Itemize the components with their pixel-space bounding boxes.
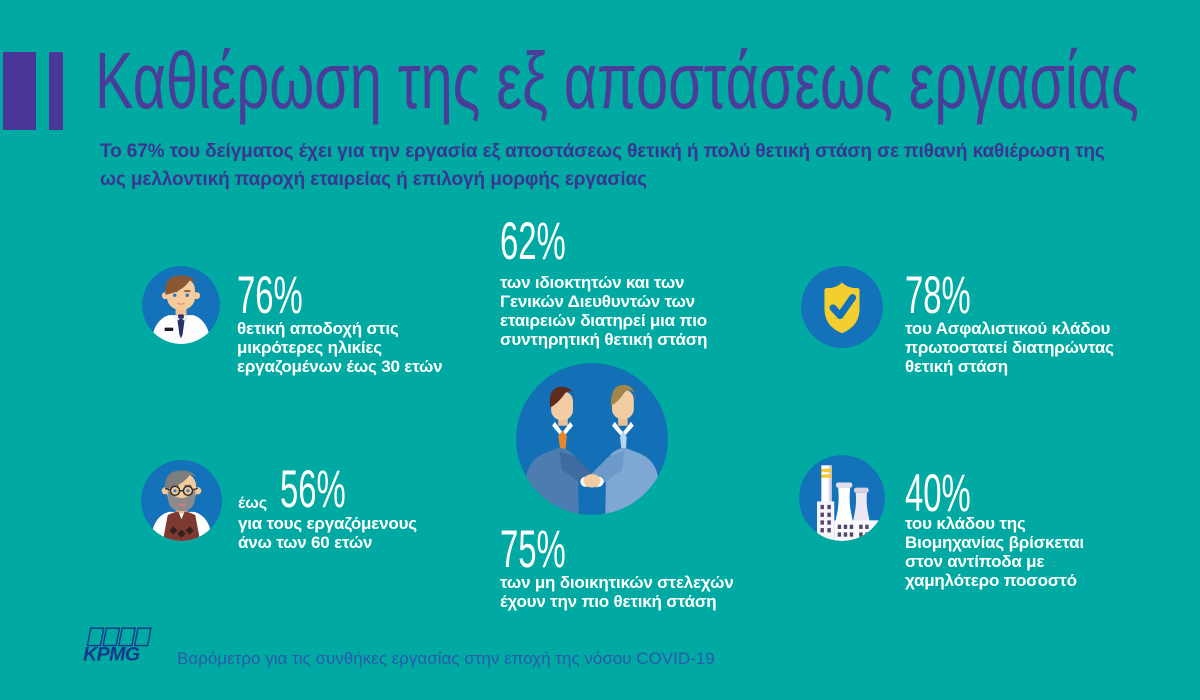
title-accent-bar-wide [3, 52, 36, 130]
stat-percent: 56% [280, 460, 346, 519]
page-title: Καθιέρωση της εξ αποστάσεως εργασίας [95, 36, 1139, 125]
stat-description: του κλάδου της Βιομηχανίας βρίσκεται στο… [905, 514, 1084, 590]
stat-description: θετική αποδοχή στις μικρότερες ηλικίες ε… [237, 319, 443, 376]
factory-icon [799, 455, 885, 541]
stat-description: των μη διοικητικών στελεχών έχουν την πι… [500, 573, 734, 611]
stat-line: χαμηλότερο ποσοστό [905, 571, 1077, 590]
kpmg-logo: KPMG [82, 626, 158, 670]
footer-caption: Βαρόμετρο για τις συνθήκες εργασίας στην… [177, 649, 715, 668]
stat-line: εταιρειών διατηρεί μια πιο [500, 311, 707, 330]
stat-description: των ιδιοκτητών και των Γενικών Διευθυντώ… [500, 273, 708, 349]
stat-percent: 76% [237, 266, 303, 325]
subtitle-line-2: ως μελλοντική παροχή εταιρείας ή επιλογή… [100, 169, 647, 190]
handshake-businessmen-icon [516, 363, 668, 515]
stat-percent: 40% [905, 464, 971, 523]
stat-line: του κλάδου της [905, 514, 1026, 533]
stat-line: για τους εργαζόμενους [238, 514, 417, 533]
stat-line: πρωτοστατεί διατηρώντας [905, 338, 1114, 357]
stat-line: Γενικών Διευθυντών των [500, 292, 695, 311]
stat-description: για τους εργαζόμενους άνω των 60 ετών [238, 514, 417, 552]
stat-line: στον αντίποδα με [905, 552, 1045, 571]
stat-percent: 75% [500, 520, 566, 579]
stat-description: του Ασφαλιστικού κλάδου πρωτοστατεί διατ… [905, 319, 1114, 376]
stat-line: συντηρητική θετική στάση [500, 330, 708, 349]
subtitle-line-1: Το 67% του δείγματος έχει για την εργασί… [100, 141, 1105, 162]
title-accent-bar-narrow [49, 52, 63, 130]
stat-line: των ιδιοκτητών και των [500, 273, 685, 292]
stat-line: των μη διοικητικών στελεχών [500, 573, 734, 592]
stat-line: θετική στάση [905, 357, 1008, 376]
stat-line: του Ασφαλιστικού κλάδου [905, 319, 1111, 338]
kpmg-logo-text: KPMG [83, 644, 140, 665]
stat-line: Βιομηχανίας βρίσκεται [905, 533, 1084, 552]
stat-percent: 78% [905, 266, 971, 325]
young-employee-icon [142, 266, 220, 344]
stat-line: έχουν την πιο θετική στάση [500, 592, 717, 611]
stat-percent: 62% [500, 212, 566, 271]
shield-check-icon [801, 266, 883, 348]
subtitle: Το 67% του δείγματος έχει για την εργασί… [100, 138, 1105, 194]
stat-line: μικρότερες ηλικίες [237, 338, 382, 357]
stat-line: θετική αποδοχή στις [237, 319, 399, 338]
stat-line: εργαζομένων έως 30 ετών [237, 357, 443, 376]
stat-percent-prefix: έως [238, 495, 268, 512]
senior-employee-icon [141, 460, 222, 541]
stat-line: άνω των 60 ετών [238, 533, 373, 552]
